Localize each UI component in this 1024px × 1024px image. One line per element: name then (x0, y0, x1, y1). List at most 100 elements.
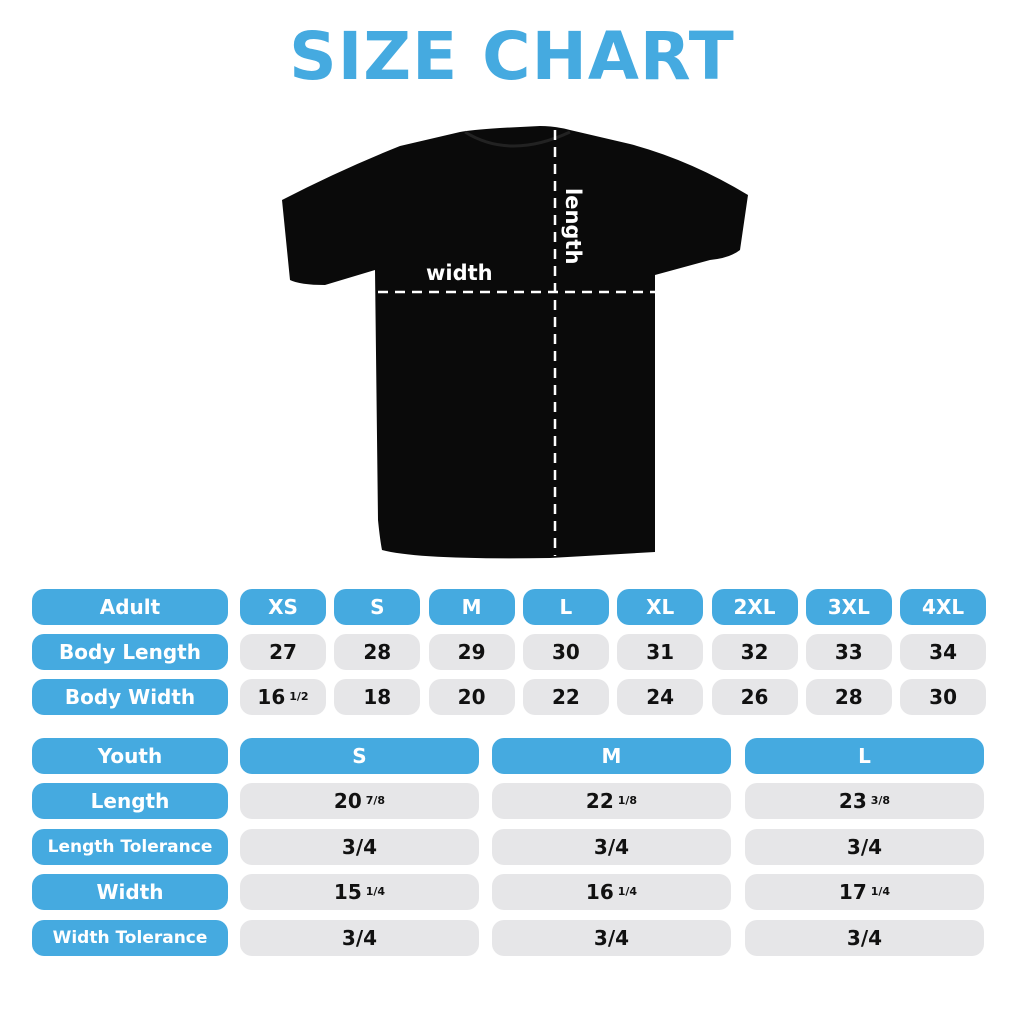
value-cell: 31 (617, 634, 704, 670)
cell-text: 22 (551, 685, 580, 709)
youth-size-header-m: M (492, 738, 731, 774)
size-header-m: M (428, 589, 515, 625)
cell-text: Body Width (64, 685, 196, 709)
value-cell: 26 (711, 679, 798, 715)
size-header-xs: XS (240, 589, 326, 625)
cell-text: 28 (834, 685, 863, 709)
cell-text: 3/4 (846, 926, 883, 950)
cell-text: Width Tolerance (52, 928, 208, 948)
youth-size-header-l: L (745, 738, 984, 774)
cell-text: Length (90, 789, 170, 813)
cell-text: XL (646, 595, 675, 619)
cell-text: Youth (97, 744, 163, 768)
youth-header: Youth (32, 738, 228, 774)
page-title: SIZE CHART (289, 18, 735, 95)
value-cell: 20 7/8 (240, 783, 479, 819)
row-label: Length Tolerance (32, 829, 228, 865)
cell-text: 3/4 (341, 926, 378, 950)
value-cell: 16 1/2 (240, 679, 326, 715)
cell-text: L (559, 595, 573, 619)
cell-text: 3/4 (341, 835, 378, 859)
tshirt-shape (282, 126, 748, 559)
fraction: 7/8 (365, 793, 386, 807)
cell-text: 27 (269, 640, 297, 664)
value-cell: 32 (711, 634, 798, 670)
row-label: Width Tolerance (32, 920, 228, 956)
row-label: Length (32, 783, 228, 819)
cell-text: 33 (834, 640, 863, 664)
cell-text: 3/4 (846, 835, 883, 859)
cell-text: 20 (457, 685, 486, 709)
value-cell: 22 (522, 679, 609, 715)
value-cell: 28 (805, 679, 892, 715)
size-header-xl: XL (617, 589, 704, 625)
value-cell: 33 (805, 634, 892, 670)
cell-text: 22 (585, 789, 614, 813)
cell-text: 34 (929, 640, 958, 664)
value-cell: 22 1/8 (492, 783, 731, 819)
cell-text: 31 (646, 640, 675, 664)
value-cell: 20 (428, 679, 515, 715)
value-cell: 17 1/4 (745, 874, 984, 910)
value-cell: 3/4 (745, 829, 984, 865)
cell-text: M (601, 744, 622, 768)
cell-text: L (858, 744, 871, 768)
value-cell: 3/4 (492, 829, 731, 865)
cell-text: 26 (740, 685, 769, 709)
value-cell: 3/4 (240, 920, 479, 956)
size-header-2xl: 2XL (711, 589, 798, 625)
cell-text: 3XL (827, 595, 870, 619)
fraction: 1/4 (365, 884, 386, 898)
cell-text: 18 (363, 685, 392, 709)
cell-text: S (370, 595, 385, 619)
size-header-l: L (522, 589, 609, 625)
cell-text: 32 (740, 640, 769, 664)
fraction: 1/4 (870, 884, 891, 898)
size-header-s: S (334, 589, 421, 625)
value-cell: 30 (522, 634, 609, 670)
width-label: width (426, 261, 493, 285)
cell-text: S (352, 744, 367, 768)
cell-text: 20 (333, 789, 362, 813)
cell-text: 30 (551, 640, 580, 664)
cell-text: 3/4 (593, 926, 630, 950)
value-cell: 3/4 (492, 920, 731, 956)
fraction: 1/4 (617, 884, 638, 898)
size-header-3xl: 3XL (805, 589, 892, 625)
cell-text: 3/4 (593, 835, 630, 859)
value-cell: 34 (900, 634, 987, 670)
row-label: Width (32, 874, 228, 910)
length-label: length (561, 188, 585, 264)
value-cell: 15 1/4 (240, 874, 479, 910)
fraction: 1/2 (289, 689, 309, 703)
value-cell: 23 3/8 (745, 783, 984, 819)
adult-header: Adult (32, 589, 228, 625)
cell-text: 23 (838, 789, 867, 813)
row-label: Body Length (32, 634, 228, 670)
youth-size-header-s: S (240, 738, 479, 774)
cell-text: 16 (257, 685, 286, 709)
value-cell: 29 (428, 634, 515, 670)
cell-text: 29 (457, 640, 486, 664)
fraction: 1/8 (617, 793, 638, 807)
value-cell: 27 (240, 634, 326, 670)
value-cell: 30 (900, 679, 987, 715)
value-cell: 3/4 (240, 829, 479, 865)
size-header-4xl: 4XL (900, 589, 987, 625)
value-cell: 18 (334, 679, 421, 715)
cell-text: Length Tolerance (47, 837, 213, 857)
cell-text: 30 (929, 685, 958, 709)
fraction: 3/8 (870, 793, 891, 807)
value-cell: 16 1/4 (492, 874, 731, 910)
value-cell: 3/4 (745, 920, 984, 956)
cell-text: 16 (585, 880, 614, 904)
value-cell: 28 (334, 634, 421, 670)
cell-text: 15 (333, 880, 362, 904)
value-cell: 24 (617, 679, 704, 715)
cell-text: 17 (838, 880, 867, 904)
row-label: Body Width (32, 679, 228, 715)
cell-text: Width (96, 880, 164, 904)
tshirt-diagram: width length (282, 126, 748, 559)
cell-text: M (461, 595, 482, 619)
cell-text: 4XL (922, 595, 965, 619)
